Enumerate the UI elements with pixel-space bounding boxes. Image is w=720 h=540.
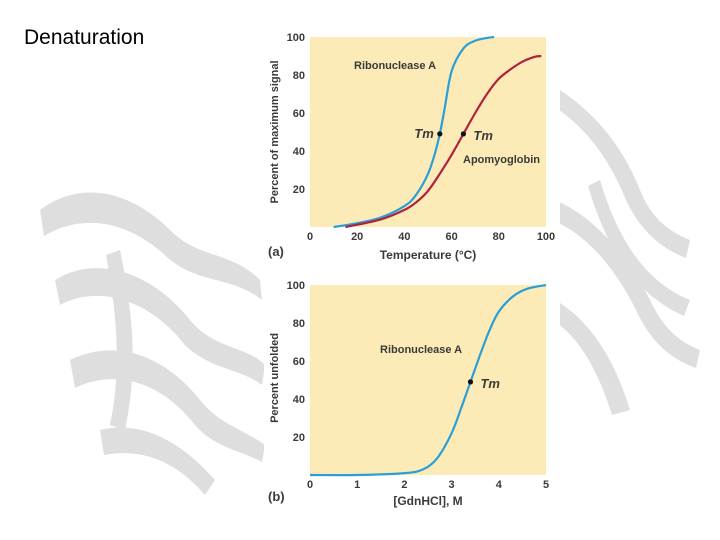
apomyoglobin-tm-label: Tm bbox=[473, 128, 493, 143]
ribonuclease-a-tm-point bbox=[437, 131, 443, 137]
ribonuclease-a-gdnhcl-curve bbox=[309, 283, 547, 477]
ribonuclease-a-gdnhcl-series-label: Ribonuclease A bbox=[380, 344, 462, 356]
y-tick-label: 60 bbox=[293, 356, 305, 368]
x-tick-label: 40 bbox=[398, 231, 410, 243]
x-tick-label: 1 bbox=[354, 479, 360, 491]
x-tick-label: 80 bbox=[493, 231, 505, 243]
panel-a-label: (a) bbox=[268, 244, 284, 259]
x-tick-label: 100 bbox=[537, 231, 555, 243]
y-tick-label: 100 bbox=[287, 32, 305, 44]
y-tick-label: 40 bbox=[293, 394, 305, 406]
panel-b-chart: 0 1 2 3 4 5 20 40 60 80 100 Percent unfolded [GdnH… bbox=[268, 280, 549, 508]
y-tick-label: 80 bbox=[293, 318, 305, 330]
y-tick-label: 40 bbox=[293, 146, 305, 158]
x-tick-label: 2 bbox=[401, 479, 407, 491]
y-tick-label: 20 bbox=[293, 432, 305, 444]
plot-b-ticks: 0 1 2 3 4 5 20 40 60 80 100 bbox=[287, 280, 549, 491]
panel-a-chart: 0 20 40 60 80 100 20 40 60 80 100 Percent of maxim… bbox=[268, 32, 555, 262]
ribonuclease-a-gdnhcl-tm-label: Tm bbox=[480, 376, 500, 391]
ribonuclease-a-gdnhcl-tm-point bbox=[467, 379, 474, 385]
x-tick-label: 0 bbox=[307, 231, 313, 243]
plot-a-area bbox=[310, 37, 546, 227]
ribonuclease-a-tm-label: Tm bbox=[414, 126, 434, 141]
ribonuclease-a-temperature-curve bbox=[333, 35, 495, 229]
y-tick-label: 80 bbox=[293, 70, 305, 82]
apomyoglobin-series-label: Apomyoglobin bbox=[463, 154, 540, 166]
x-tick-label: 3 bbox=[449, 479, 455, 491]
y-tick-label: 60 bbox=[293, 108, 305, 120]
plot-b-x-axis-label: [GdnHCl], M bbox=[393, 494, 462, 508]
x-tick-label: 0 bbox=[307, 479, 313, 491]
y-tick-label: 20 bbox=[293, 184, 305, 196]
plot-a-x-axis-label: Temperature (°C) bbox=[380, 248, 477, 262]
ribonuclease-a-series-label: Ribonuclease A bbox=[354, 60, 436, 72]
apomyoglobin-tm-point bbox=[460, 131, 466, 137]
x-tick-label: 4 bbox=[496, 479, 503, 491]
slide-title: Denaturation bbox=[24, 26, 145, 49]
x-tick-label: 60 bbox=[445, 231, 457, 243]
x-tick-label: 20 bbox=[351, 231, 363, 243]
plot-b-y-axis-label: Percent unfolded bbox=[269, 333, 281, 423]
plot-b-area bbox=[310, 285, 546, 475]
plot-a-y-axis-label: Percent of maximum signal bbox=[269, 60, 281, 203]
panel-b-label: (b) bbox=[268, 489, 285, 504]
y-tick-label: 100 bbox=[287, 280, 305, 292]
plot-a-ticks: 0 20 40 60 80 100 20 40 60 80 100 bbox=[287, 32, 556, 243]
x-tick-label: 5 bbox=[543, 479, 549, 491]
